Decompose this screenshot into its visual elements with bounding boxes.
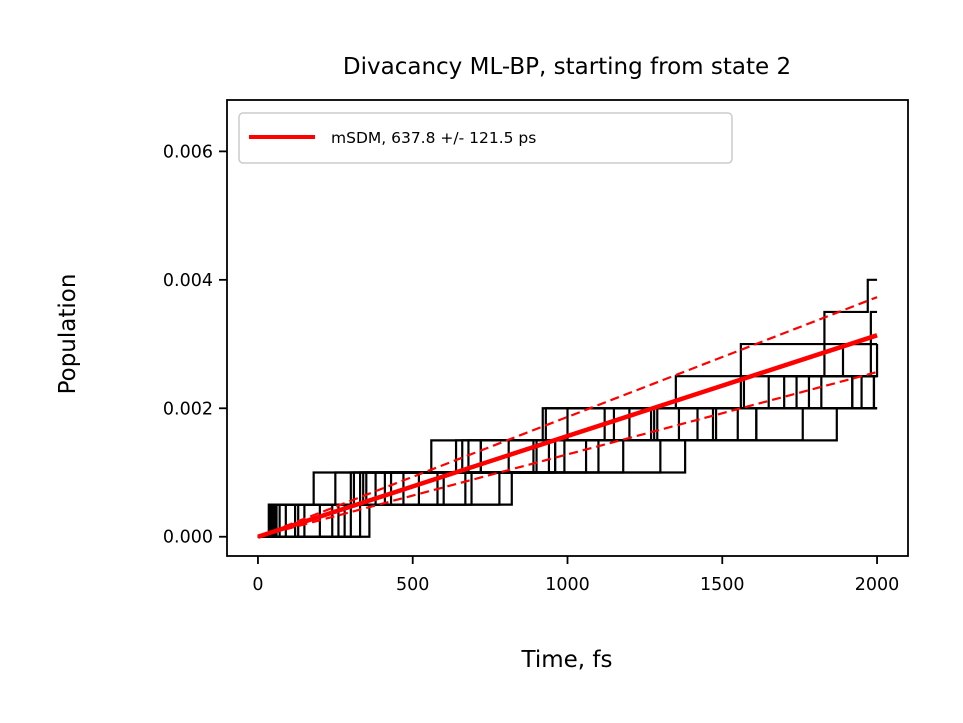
fit-lines [257,296,878,539]
x-tick-label-0: 0 [252,575,263,595]
legend: mSDM, 637.8 +/- 121.5 ps [238,112,733,164]
x-tick-label-1000: 1000 [545,575,590,595]
trajectory-line-17 [257,375,878,538]
y-tick-label-1: 0.002 [163,399,213,419]
x-tick-label-1500: 1500 [700,575,745,595]
y-tick-label-3: 0.006 [163,142,213,162]
trajectory-line-15 [257,375,878,538]
fit-line-msdm [257,333,878,539]
legend-entry-msdm: mSDM, 637.8 +/- 121.5 ps [331,129,536,147]
y-axis-ticks: 0.000 0.002 0.004 0.006 [163,142,227,548]
plot-area [257,278,879,539]
y-axis-label: Population [55,274,81,395]
x-axis-label: Time, fs [521,647,613,673]
y-tick-label-0: 0.000 [163,528,213,548]
x-axis-ticks: 0 500 1000 1500 2000 [252,556,899,595]
fit-bound-line-2 [257,370,878,538]
trajectory-line-11 [257,375,878,538]
chart-title: Divacancy ML-BP, starting from state 2 [343,54,791,80]
legend-box [238,112,733,164]
x-tick-label-2000: 2000 [855,575,900,595]
trajectory-line-2 [257,375,878,538]
y-tick-label-2: 0.004 [163,271,213,291]
fit-bound-line-1 [257,296,878,538]
trajectory-lines [257,278,879,538]
trajectory-line-12 [257,375,878,538]
trajectory-line-18 [257,407,878,538]
x-tick-label-500: 500 [396,575,429,595]
